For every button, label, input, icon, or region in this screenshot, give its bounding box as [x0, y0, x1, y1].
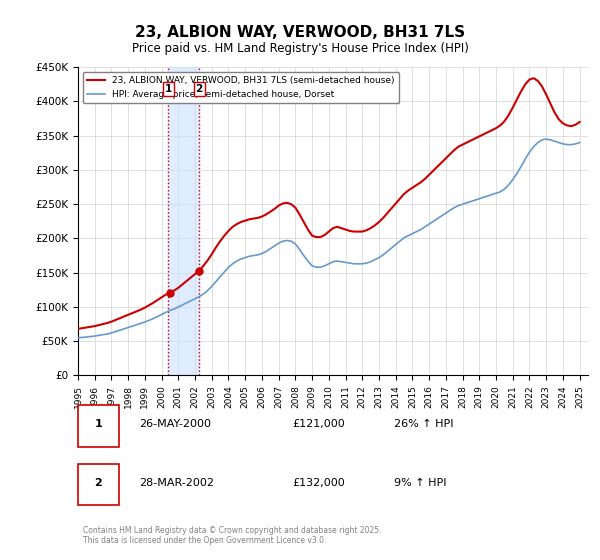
Text: £132,000: £132,000: [292, 478, 345, 488]
Legend: 23, ALBION WAY, VERWOOD, BH31 7LS (semi-detached house), HPI: Average price, sem: 23, ALBION WAY, VERWOOD, BH31 7LS (semi-…: [83, 72, 400, 103]
Text: 2: 2: [196, 84, 203, 94]
Text: 26% ↑ HPI: 26% ↑ HPI: [394, 419, 454, 429]
Text: 1: 1: [95, 419, 102, 429]
Text: £121,000: £121,000: [292, 419, 345, 429]
Text: Price paid vs. HM Land Registry's House Price Index (HPI): Price paid vs. HM Land Registry's House …: [131, 42, 469, 55]
FancyBboxPatch shape: [78, 464, 119, 506]
Text: 23, ALBION WAY, VERWOOD, BH31 7LS: 23, ALBION WAY, VERWOOD, BH31 7LS: [135, 25, 465, 40]
Text: 26-MAY-2000: 26-MAY-2000: [139, 419, 211, 429]
Text: 1: 1: [164, 84, 172, 94]
Text: Contains HM Land Registry data © Crown copyright and database right 2025.
This d: Contains HM Land Registry data © Crown c…: [83, 526, 382, 545]
Bar: [168, 67, 199, 375]
FancyBboxPatch shape: [78, 405, 119, 446]
Text: 28-MAR-2002: 28-MAR-2002: [139, 478, 214, 488]
Text: 2: 2: [95, 478, 102, 488]
Text: 9% ↑ HPI: 9% ↑ HPI: [394, 478, 446, 488]
